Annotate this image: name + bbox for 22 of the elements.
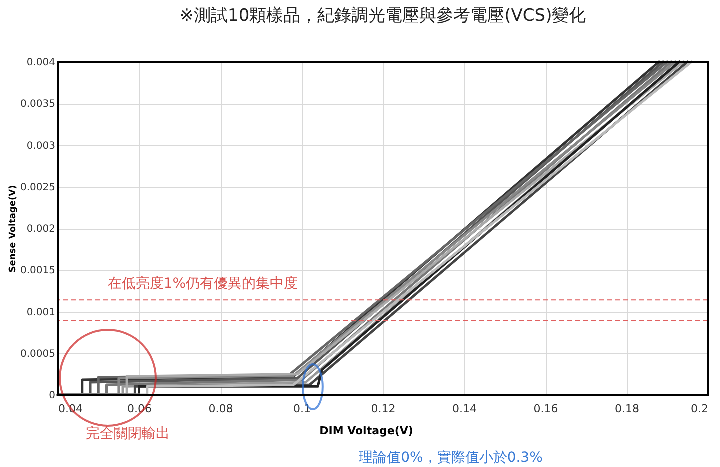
annotation: 在低亮度1%仍有優異的集中度 [108, 276, 298, 292]
y-tick-label: 0.004 [26, 58, 56, 68]
x-tick-label: 0.16 [534, 402, 558, 416]
y-tick-label: 0.0025 [20, 182, 56, 194]
y-tick-label: 0.001 [26, 307, 56, 318]
y-axis-title: Sense Voltage(V) [8, 185, 19, 273]
x-tick-label: 0.08 [208, 402, 234, 416]
y-tick-label: 0.003 [26, 140, 56, 152]
y-tick-label: 0.0005 [20, 348, 56, 360]
x-tick-label: 0.2 [691, 402, 708, 416]
y-tick-label: 0.0035 [20, 99, 56, 110]
text: 完全關閉輸出 [86, 426, 170, 442]
y-tick-label: 0.0015 [20, 266, 56, 277]
x-axis-title: DIM Voltage(V) [320, 424, 414, 438]
x-tick-label: 0.14 [452, 402, 477, 416]
x-tick-label: 0.12 [371, 402, 396, 416]
y-tick-label: 0.002 [26, 224, 56, 235]
text: 理論值0%，實際值小於0.3% [359, 450, 543, 466]
chart-title: ※測試10顆樣品，紀錄調光電壓與參考電壓(VCS)變化 [180, 6, 586, 26]
x-tick-label: 0.18 [615, 402, 640, 416]
x-tick-label: 0.1 [294, 402, 311, 416]
y-tick-label: 0 [49, 390, 56, 402]
